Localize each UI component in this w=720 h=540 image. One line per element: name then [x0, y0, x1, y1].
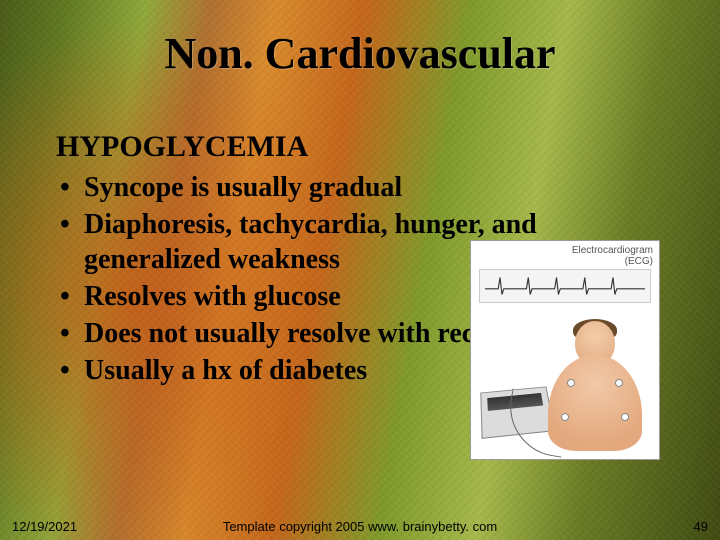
- electrode-pad-icon: [567, 379, 575, 387]
- footer-page-number: 49: [694, 519, 708, 534]
- bullet-item: Syncope is usually gradual: [56, 170, 664, 205]
- figure-label-line2: (ECG): [625, 256, 653, 267]
- figure-label: Electrocardiogram (ECG): [572, 245, 653, 267]
- slide: Non. Cardiovascular HYPOGLYCEMIA Syncope…: [0, 0, 720, 540]
- slide-title: Non. Cardiovascular: [0, 28, 720, 79]
- footer-copyright: Template copyright 2005 www. brainybetty…: [0, 519, 720, 534]
- footer: 12/19/2021 Template copyright 2005 www. …: [0, 519, 720, 534]
- figure-label-line1: Electrocardiogram: [572, 245, 653, 256]
- ecg-path: [485, 278, 645, 295]
- patient-torso-icon: [545, 321, 645, 451]
- ecg-strip: [479, 269, 651, 303]
- electrode-pad-icon: [615, 379, 623, 387]
- electrode-pad-icon: [621, 413, 629, 421]
- lead-wire-icon: [502, 388, 572, 458]
- subheading: HYPOGLYCEMIA: [56, 130, 664, 164]
- ecg-figure: Electrocardiogram (ECG): [470, 240, 660, 460]
- footer-date: 12/19/2021: [12, 519, 77, 534]
- ecg-waveform-icon: [480, 270, 650, 302]
